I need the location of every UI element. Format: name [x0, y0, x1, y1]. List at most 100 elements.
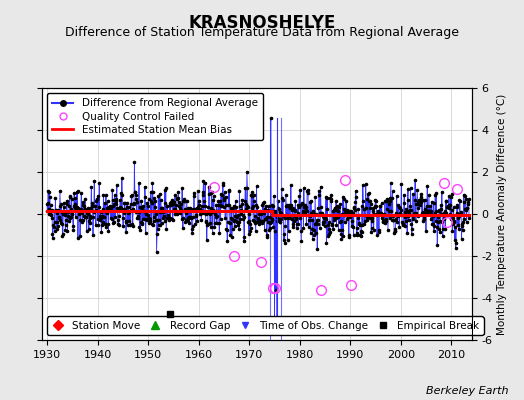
- Point: [73, 204, 81, 210]
- Point: [159, 213, 168, 220]
- Point: [53, 210, 62, 216]
- Point: [354, 206, 363, 213]
- Point: [280, 237, 288, 244]
- Point: [415, 198, 423, 204]
- Point: [424, 208, 432, 215]
- Point: [161, 186, 169, 193]
- Point: [258, 218, 266, 224]
- Point: [44, 187, 52, 194]
- Point: [346, 212, 355, 218]
- Point: [392, 210, 400, 216]
- Point: [335, 212, 344, 218]
- Point: [55, 214, 63, 220]
- Point: [82, 228, 91, 234]
- Point: [134, 215, 143, 222]
- Point: [399, 222, 408, 228]
- Point: [74, 235, 82, 242]
- Point: [213, 220, 221, 226]
- Point: [231, 223, 239, 230]
- Point: [89, 208, 97, 214]
- Point: [125, 209, 134, 215]
- Point: [263, 232, 271, 239]
- Point: [406, 185, 414, 191]
- Point: [230, 218, 238, 225]
- Point: [216, 216, 225, 222]
- Point: [271, 228, 279, 234]
- Point: [140, 207, 148, 214]
- Point: [252, 202, 260, 208]
- Point: [350, 232, 358, 239]
- Point: [100, 214, 108, 220]
- Point: [179, 198, 188, 204]
- Point: [463, 205, 471, 211]
- Point: [111, 192, 119, 198]
- Point: [58, 221, 66, 228]
- Point: [172, 202, 180, 208]
- Point: [293, 220, 301, 227]
- Point: [385, 198, 394, 204]
- Point: [282, 212, 291, 219]
- Point: [352, 188, 360, 194]
- Point: [181, 218, 190, 225]
- Point: [195, 198, 203, 204]
- Point: [236, 207, 245, 214]
- Point: [226, 232, 234, 238]
- Point: [340, 212, 348, 218]
- Point: [299, 208, 307, 214]
- Point: [425, 192, 433, 198]
- Point: [201, 211, 210, 217]
- Point: [330, 217, 339, 223]
- Point: [71, 200, 80, 207]
- Point: [345, 208, 354, 214]
- Point: [43, 200, 52, 206]
- Point: [188, 230, 196, 236]
- Point: [429, 212, 437, 219]
- Point: [159, 215, 167, 221]
- Point: [261, 216, 269, 222]
- Point: [190, 189, 198, 196]
- Point: [126, 222, 135, 228]
- Point: [43, 201, 51, 208]
- Point: [268, 201, 276, 208]
- Point: [180, 197, 189, 204]
- Point: [285, 202, 293, 208]
- Point: [337, 236, 346, 242]
- Point: [149, 188, 157, 195]
- Point: [359, 198, 367, 205]
- Point: [351, 198, 359, 205]
- Point: [375, 203, 384, 210]
- Point: [250, 197, 258, 204]
- Point: [315, 192, 323, 198]
- Point: [145, 220, 153, 226]
- Point: [292, 216, 300, 222]
- Point: [347, 218, 356, 224]
- Point: [432, 218, 440, 224]
- Point: [288, 206, 296, 213]
- Point: [379, 218, 387, 224]
- Point: [418, 210, 426, 217]
- Point: [96, 216, 104, 223]
- Point: [408, 231, 416, 237]
- Point: [439, 226, 447, 232]
- Point: [368, 218, 376, 224]
- Point: [75, 208, 84, 214]
- Point: [238, 197, 246, 204]
- Point: [446, 210, 454, 217]
- Point: [391, 216, 400, 222]
- Point: [235, 188, 244, 195]
- Point: [358, 203, 366, 210]
- Point: [57, 220, 65, 226]
- Point: [64, 218, 73, 224]
- Point: [315, 187, 323, 194]
- Point: [143, 217, 151, 223]
- Point: [388, 188, 397, 195]
- Point: [294, 221, 302, 227]
- Point: [76, 232, 84, 239]
- Point: [228, 226, 237, 232]
- Point: [200, 210, 208, 216]
- Point: [189, 206, 198, 212]
- Point: [412, 217, 420, 224]
- Point: [119, 206, 128, 212]
- Point: [226, 215, 235, 221]
- Point: [168, 198, 176, 204]
